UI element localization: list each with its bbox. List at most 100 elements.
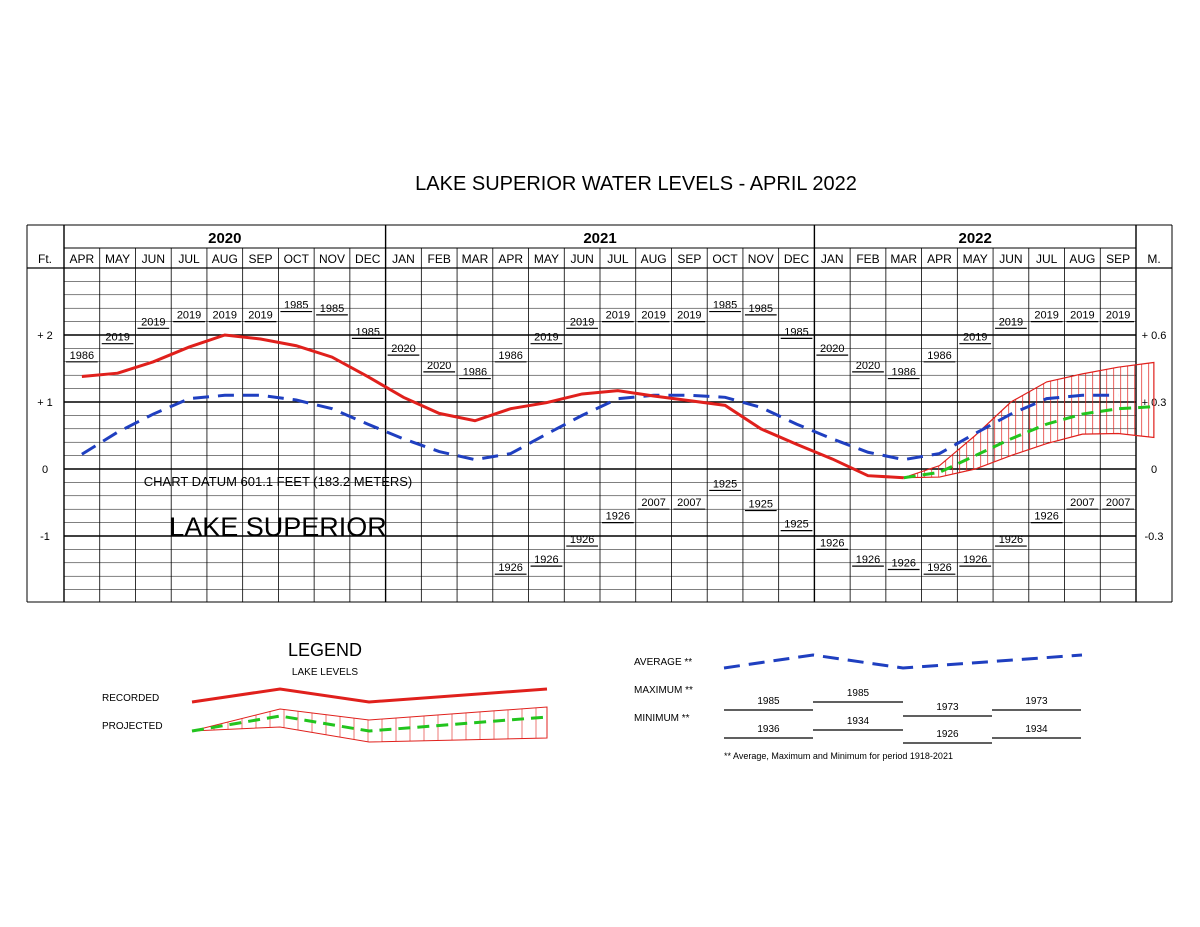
legend-minimum-label: MINIMUM ** xyxy=(634,713,690,724)
chart-header: APR MAY JUN JUL AUG SEP OCT NOV DEC JAN FEB MAR APR M… xyxy=(37,230,1166,543)
month-label: AUG xyxy=(641,252,667,266)
legend-max-year: 1985 xyxy=(847,688,870,699)
record-year: 1986 xyxy=(463,367,487,379)
legend-recorded-swatch xyxy=(191,687,548,704)
record-year: 2019 xyxy=(248,310,272,322)
right-axis-label: M. xyxy=(1147,252,1160,266)
record-year: 2020 xyxy=(856,360,880,372)
month-label: JUN xyxy=(999,252,1022,266)
record-year: 2007 xyxy=(641,497,665,509)
left-tick-label: 0 xyxy=(42,464,48,476)
record-year: 1926 xyxy=(999,534,1023,546)
legend-projected-swatch xyxy=(191,714,548,733)
record-year: 1926 xyxy=(820,537,844,549)
record-year: 1926 xyxy=(856,554,880,566)
year-label: 2022 xyxy=(959,230,992,247)
month-label: SEP xyxy=(249,252,273,266)
record-year: 2007 xyxy=(1106,497,1130,509)
legend-max-year: 1973 xyxy=(936,702,959,713)
month-label: OCT xyxy=(284,252,310,266)
left-tick-label: -1 xyxy=(40,531,50,543)
month-label: JUL xyxy=(1036,252,1058,266)
legend-recorded-label: RECORDED xyxy=(102,693,159,704)
record-year: 2019 xyxy=(177,310,201,322)
series-average-line xyxy=(81,393,1119,462)
record-year: 1926 xyxy=(927,562,951,574)
legend-maximum-label: MAXIMUM ** xyxy=(634,685,693,696)
series-projected-line xyxy=(903,405,1154,480)
record-year: 2007 xyxy=(677,497,701,509)
legend-projected-label: PROJECTED xyxy=(102,721,163,732)
series-recorded-line xyxy=(81,333,904,480)
legend-min-year: 1934 xyxy=(1025,724,1048,735)
record-year: 1926 xyxy=(534,554,558,566)
month-label: APR xyxy=(70,252,95,266)
chart-title: LAKE SUPERIOR WATER LEVELS - APRIL 2022 xyxy=(415,173,857,195)
record-year: 1985 xyxy=(284,300,308,312)
month-label: JUL xyxy=(607,252,629,266)
record-year: 1986 xyxy=(927,350,951,362)
month-label: JAN xyxy=(392,252,415,266)
record-year: 2019 xyxy=(677,310,701,322)
record-year: 1986 xyxy=(498,350,522,362)
legend-min-year: 1934 xyxy=(847,716,870,727)
month-label: JUN xyxy=(142,252,165,266)
record-year: 1925 xyxy=(784,519,808,531)
legend: LEGEND LAKE LEVELS RECORDED PROJECTED AVERAG… xyxy=(102,640,1083,761)
left-tick-label: + 2 xyxy=(37,330,53,342)
record-markers: 1986 2019 2019 2019 2019 2019 1985 1985 1985 2020… xyxy=(66,300,1134,575)
month-label: NOV xyxy=(748,252,774,266)
left-tick-label: + 1 xyxy=(37,397,53,409)
record-year: 2019 xyxy=(534,332,558,344)
month-label: JUN xyxy=(570,252,593,266)
record-year: 2007 xyxy=(1070,497,1094,509)
record-year: 2019 xyxy=(141,316,165,328)
record-year: 2019 xyxy=(1106,310,1130,322)
record-year: 1925 xyxy=(713,478,737,490)
record-year: 2019 xyxy=(606,310,630,322)
record-year: 1985 xyxy=(749,303,773,315)
month-label: FEB xyxy=(428,252,451,266)
month-label: SEP xyxy=(1106,252,1130,266)
record-year: 2020 xyxy=(427,360,451,372)
legend-heading: LEGEND xyxy=(288,640,362,660)
year-label: 2020 xyxy=(208,230,241,247)
month-label: MAY xyxy=(963,252,988,266)
record-year: 2019 xyxy=(213,310,237,322)
record-year: 1985 xyxy=(320,303,344,315)
legend-min-year: 1936 xyxy=(757,724,780,735)
legend-projected-band xyxy=(191,706,548,743)
record-year: 2020 xyxy=(820,343,844,355)
chart-datum-note: CHART DATUM 601.1 FEET (183.2 METERS) xyxy=(144,474,413,489)
month-label: DEC xyxy=(784,252,810,266)
record-year: 1926 xyxy=(606,511,630,523)
record-year: 2020 xyxy=(391,343,415,355)
month-label: DEC xyxy=(355,252,381,266)
legend-average-swatch xyxy=(723,653,1083,670)
left-axis-label: Ft. xyxy=(38,252,52,266)
record-year: 1926 xyxy=(570,534,594,546)
record-year: 1986 xyxy=(70,350,94,362)
series-lines xyxy=(81,333,1155,480)
right-tick-label: 0 xyxy=(1151,464,1157,476)
record-year: 1985 xyxy=(713,300,737,312)
record-year: 2019 xyxy=(999,316,1023,328)
month-label: MAR xyxy=(890,252,917,266)
month-label: AUG xyxy=(1069,252,1095,266)
record-year: 1926 xyxy=(498,562,522,574)
right-tick-label: -0.3 xyxy=(1145,531,1164,543)
record-year: 2019 xyxy=(641,310,665,322)
record-year: 1986 xyxy=(891,367,915,379)
record-year: 2019 xyxy=(1070,310,1094,322)
month-label: OCT xyxy=(712,252,738,266)
record-year: 2019 xyxy=(963,332,987,344)
legend-footnote: ** Average, Maximum and Minimum for peri… xyxy=(724,751,953,761)
record-year: 1925 xyxy=(749,499,773,511)
record-year: 2019 xyxy=(1034,310,1058,322)
legend-average-label: AVERAGE ** xyxy=(634,657,692,668)
year-label: 2021 xyxy=(583,230,616,247)
month-label: NOV xyxy=(319,252,345,266)
month-label: APR xyxy=(498,252,523,266)
record-year: 1985 xyxy=(784,326,808,338)
